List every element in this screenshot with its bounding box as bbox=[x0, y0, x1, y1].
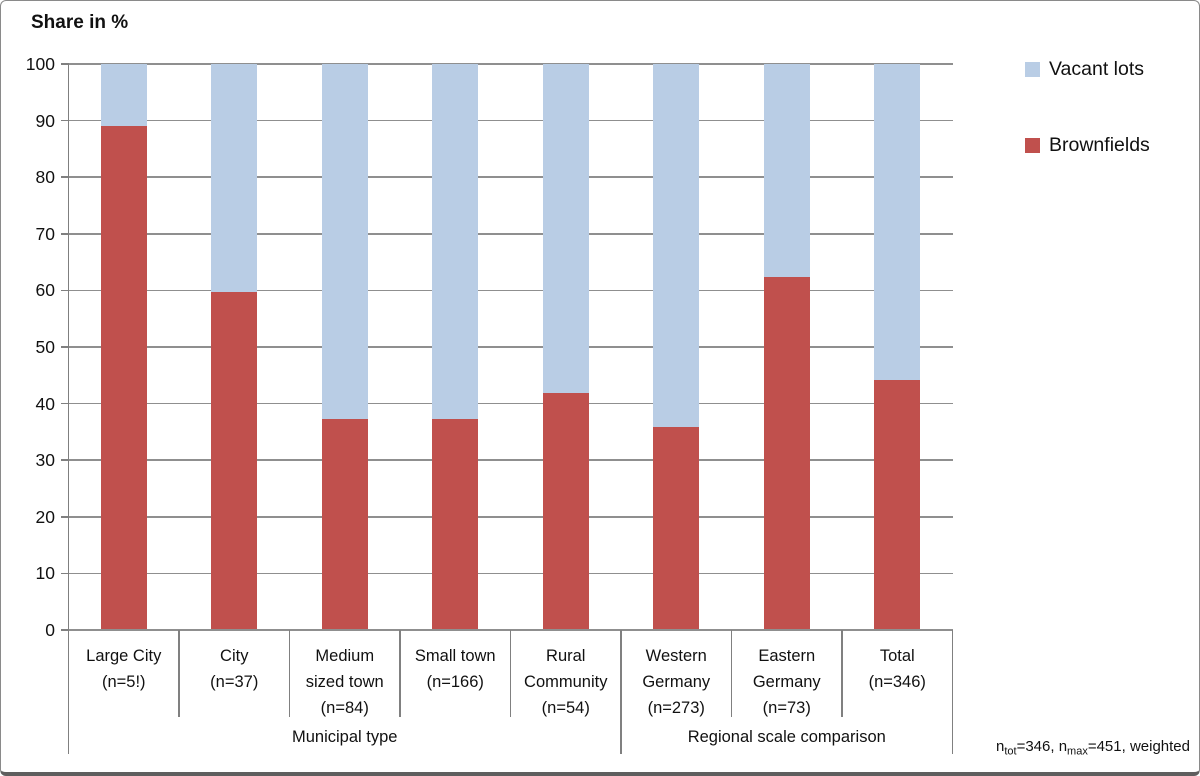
y-axis-tick-label: 50 bbox=[35, 337, 55, 357]
bar-segment-vacant-lots bbox=[321, 64, 368, 419]
y-axis-tick-label: 60 bbox=[35, 280, 55, 301]
y-axis-tick-label: 40 bbox=[35, 393, 55, 414]
gridline-30 bbox=[68, 459, 953, 461]
x-axis-category-separator bbox=[730, 630, 733, 717]
x-axis-category-label: Western Germany (n=273) bbox=[642, 647, 711, 717]
y-axis-tick-label: 20 bbox=[35, 506, 55, 527]
bar-segment-brownfields bbox=[432, 418, 479, 630]
y-axis-tick bbox=[60, 572, 69, 575]
legend-label: Vacant lots bbox=[1049, 58, 1145, 80]
gridline-70 bbox=[68, 233, 953, 235]
gridline-100 bbox=[68, 63, 953, 65]
x-axis-category-label: Eastern Germany (n=73) bbox=[752, 647, 821, 717]
gridline-90 bbox=[68, 119, 953, 122]
bar-segment-brownfields bbox=[653, 426, 700, 630]
x-axis-group-separator bbox=[67, 630, 70, 754]
y-axis-tick-label: 0 bbox=[45, 620, 55, 640]
legend-swatch-vacant-lots bbox=[1025, 62, 1040, 77]
y-axis-tick bbox=[60, 233, 69, 235]
x-axis-category-label: Large City (n=5!) bbox=[86, 647, 162, 691]
x-axis-category-label: Small town (n=166) bbox=[414, 647, 496, 691]
gridline-80 bbox=[68, 176, 953, 178]
legend-item: Vacant lots bbox=[1025, 58, 1144, 81]
footnote-subscript: tot bbox=[1004, 745, 1017, 758]
y-axis-tick bbox=[60, 176, 69, 178]
y-axis-tick-label: 100 bbox=[25, 54, 55, 74]
y-axis-line bbox=[67, 64, 70, 754]
x-axis-group-separator bbox=[951, 630, 954, 754]
footnote-text: =346, n bbox=[1016, 738, 1068, 755]
bar-segment-brownfields bbox=[874, 379, 921, 630]
x-axis-category-label: Rural Community (n=54) bbox=[524, 647, 608, 717]
y-axis-tick-label: 70 bbox=[35, 223, 55, 244]
x-axis-group-separator bbox=[620, 630, 622, 754]
y-axis-tick bbox=[60, 63, 69, 65]
y-axis-tick-label: 80 bbox=[35, 167, 55, 188]
x-axis-group-label: Municipal type bbox=[292, 728, 398, 746]
footnote-text: n bbox=[996, 738, 1005, 755]
legend-swatch-brownfields bbox=[1025, 138, 1040, 153]
chart-title: Share in % bbox=[31, 12, 129, 33]
bar-segment-vacant-lots bbox=[653, 64, 700, 427]
y-axis-tick bbox=[60, 516, 69, 518]
y-axis-tick bbox=[60, 629, 69, 631]
bar-segment-brownfields bbox=[542, 392, 589, 630]
x-axis-category-separator bbox=[509, 630, 512, 717]
bar-segment-vacant-lots bbox=[100, 64, 147, 127]
x-axis-category-label: City (n=37) bbox=[210, 647, 259, 691]
bar-segment-brownfields bbox=[100, 126, 147, 630]
x-axis-category-label: Total (n=346) bbox=[868, 647, 926, 691]
y-axis-tick bbox=[60, 346, 69, 348]
gridline-20 bbox=[68, 516, 953, 518]
gridline-50 bbox=[68, 346, 953, 348]
footnote: ntot=346, nmax=451, weighted bbox=[996, 738, 1190, 757]
bar-segment-brownfields bbox=[321, 418, 368, 630]
bar-segment-brownfields bbox=[763, 277, 810, 630]
y-axis-tick bbox=[60, 402, 69, 405]
footnote-text: =451, weighted bbox=[1087, 738, 1190, 755]
bar-segment-vacant-lots bbox=[432, 64, 479, 419]
gridline-60 bbox=[68, 289, 953, 292]
legend-label: Brownfields bbox=[1049, 134, 1150, 156]
x-axis-category-separator bbox=[841, 630, 843, 717]
bar-segment-vacant-lots bbox=[542, 64, 589, 393]
gridline-40 bbox=[68, 402, 953, 405]
y-axis-tick bbox=[60, 289, 69, 292]
x-axis-group-label: Regional scale comparison bbox=[687, 728, 886, 746]
x-axis-category-label: Medium sized town (n=84) bbox=[305, 647, 384, 717]
x-axis-category-separator bbox=[399, 630, 401, 717]
x-axis-category-separator bbox=[178, 630, 180, 717]
y-axis-tick-label: 90 bbox=[35, 110, 55, 131]
gridline-10 bbox=[68, 572, 953, 575]
y-axis-tick-label: 30 bbox=[35, 450, 55, 471]
y-axis-tick bbox=[60, 119, 69, 122]
bar-segment-brownfields bbox=[211, 292, 258, 630]
y-axis-tick-label: 10 bbox=[35, 563, 55, 584]
bar-segment-vacant-lots bbox=[874, 64, 921, 380]
legend-item: Brownfields bbox=[1025, 134, 1150, 157]
bar-segment-vacant-lots bbox=[211, 64, 258, 293]
bar-segment-vacant-lots bbox=[763, 64, 810, 278]
y-axis-tick bbox=[60, 459, 69, 461]
x-axis-category-separator bbox=[288, 630, 291, 717]
footnote-subscript: max bbox=[1067, 745, 1088, 758]
